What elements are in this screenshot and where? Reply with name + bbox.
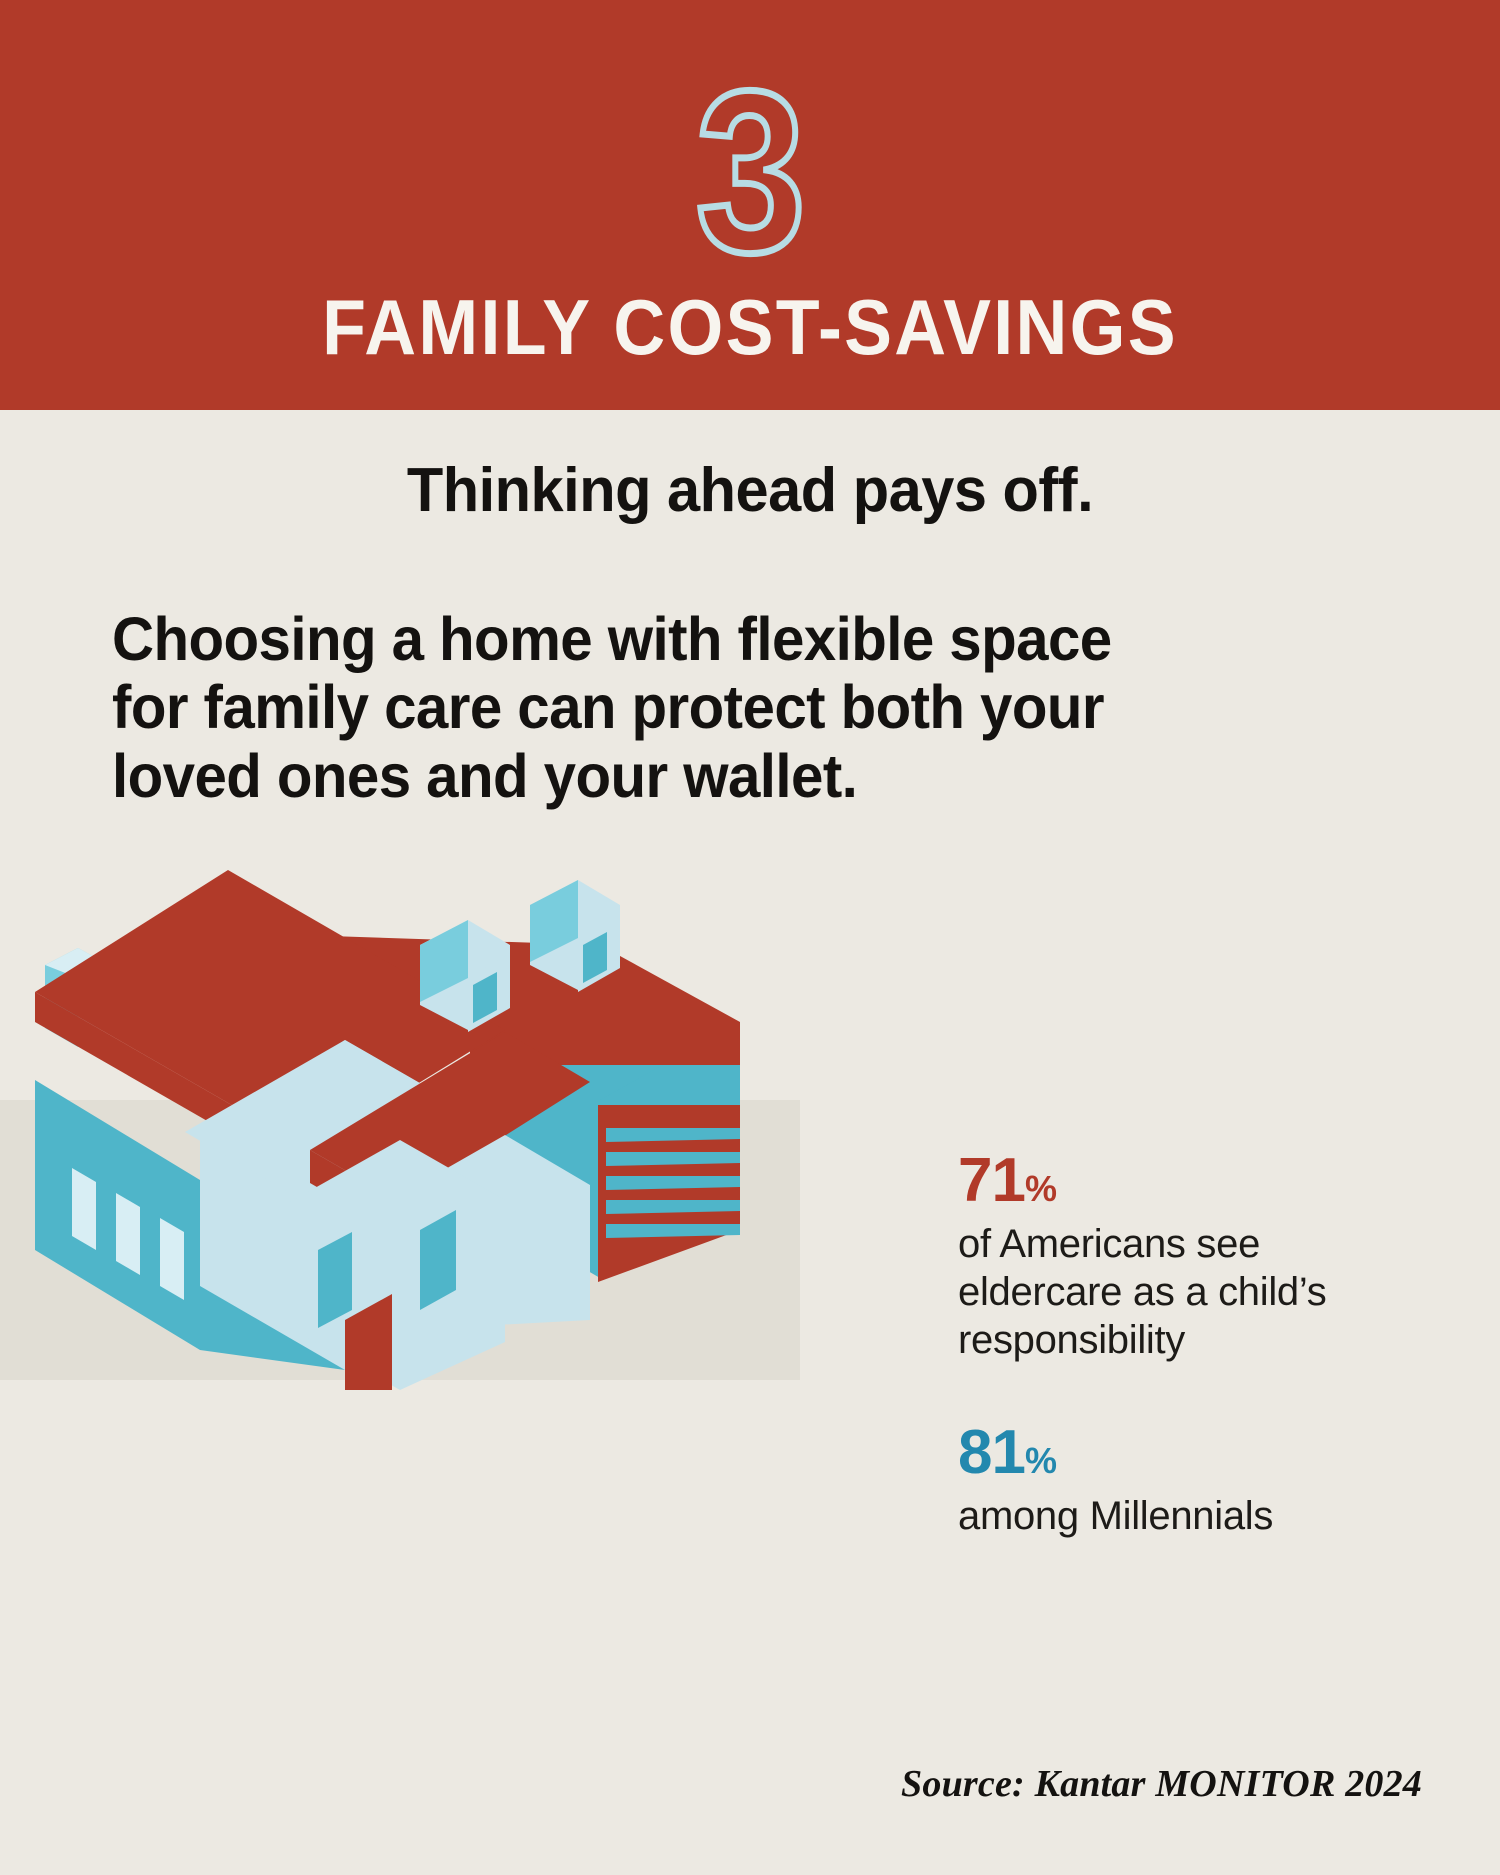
body-paragraph-line: for family care can protect both your <box>112 673 1105 742</box>
stat-description-line: responsibility <box>958 1318 1186 1362</box>
body-paragraph: Choosing a home with flexible space for … <box>112 605 1354 810</box>
page-title: FAMILY COST-SAVINGS <box>322 283 1178 371</box>
dormer <box>420 920 510 1032</box>
dormer <box>530 880 620 992</box>
percent-sign: % <box>1024 1168 1057 1209</box>
stat-block-millennials: 81% among Millennials <box>958 1422 1428 1540</box>
stat-description-line: among Millennials <box>958 1494 1274 1538</box>
headline: Thinking ahead pays off. <box>406 456 1094 525</box>
stat-description-americans: of Americans see eldercare as a child’s … <box>958 1220 1428 1364</box>
stat-number: 71 <box>958 1146 1026 1215</box>
statistics-panel: 71% of Americans see eldercare as a chil… <box>958 1150 1428 1598</box>
stat-description-line: eldercare as a child’s <box>958 1270 1327 1314</box>
body-paragraph-line: loved ones and your wallet. <box>112 741 858 810</box>
header-band: 3 FAMILY COST-SAVINGS <box>0 0 1500 410</box>
stat-value-71: 71% <box>958 1150 1428 1212</box>
source-attribution: Source: Kantar MONITOR 2024 <box>901 1763 1422 1805</box>
body-paragraph-line: Choosing a home with flexible space <box>112 605 1112 673</box>
house-icon <box>35 870 740 1390</box>
stat-description-millennials: among Millennials <box>958 1492 1428 1540</box>
house-illustration <box>0 850 790 1390</box>
stat-number: 81 <box>958 1418 1026 1487</box>
section-number: 3 <box>693 43 809 300</box>
stat-value-81: 81% <box>958 1422 1428 1484</box>
stat-block-americans: 71% of Americans see eldercare as a chil… <box>958 1150 1428 1364</box>
percent-sign: % <box>1024 1440 1057 1481</box>
section-number-wrap: 3 <box>0 53 1500 290</box>
stat-description-line: of Americans see <box>958 1222 1261 1266</box>
